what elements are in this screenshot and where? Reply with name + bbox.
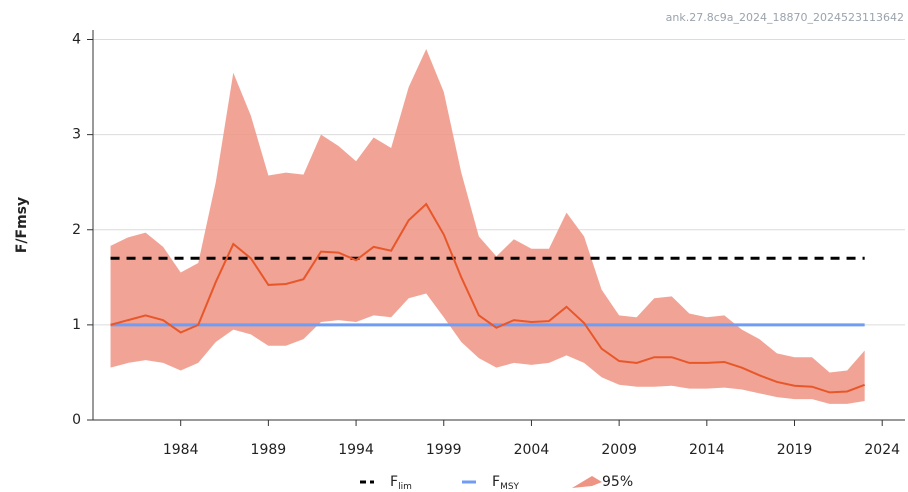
x-tick-label: 2024 <box>864 442 900 458</box>
legend-label: Flim <box>390 474 412 492</box>
x-tick-label: 2019 <box>777 442 813 458</box>
x-tick-label: 2004 <box>514 442 550 458</box>
legend-label-main: F <box>390 474 398 490</box>
legend-label-main: F <box>492 474 500 490</box>
y-tick-label: 4 <box>72 32 81 48</box>
annotation: ank.27.8c9a_2024_18870_2024523113642 <box>666 11 904 24</box>
y-tick-label: 3 <box>72 127 81 143</box>
legend-label: FMSY <box>492 474 520 492</box>
y-axis-label: F/Fmsy <box>14 197 30 253</box>
legend-label-sub: MSY <box>500 482 519 492</box>
x-tick-label: 1989 <box>251 442 287 458</box>
legend-label: 95% <box>602 474 633 490</box>
x-tick-label: 1994 <box>338 442 374 458</box>
x-tick-label: 1984 <box>163 442 199 458</box>
legend-swatch <box>572 476 602 488</box>
x-tick-label: 1999 <box>426 442 462 458</box>
x-tick-label: 2009 <box>601 442 637 458</box>
y-tick-label: 2 <box>72 222 81 238</box>
y-tick-label: 0 <box>72 412 81 428</box>
x-tick-label: 2014 <box>689 442 725 458</box>
median-line <box>110 202 866 394</box>
confidence-band <box>110 49 865 404</box>
legend-label-sub: lim <box>398 482 412 492</box>
y-tick-label: 1 <box>72 317 81 333</box>
